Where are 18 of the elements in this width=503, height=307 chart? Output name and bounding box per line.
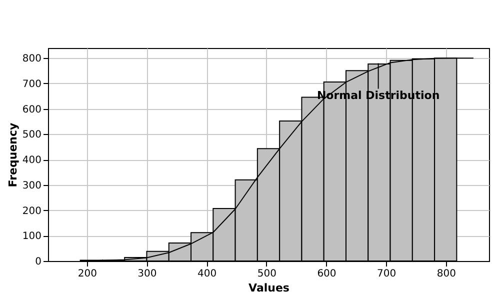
- y-tick-label: 800: [22, 54, 42, 65]
- y-tick-label: 300: [22, 180, 42, 192]
- y-tick-label: 100: [22, 231, 42, 242]
- y-tick-label: 0: [35, 256, 42, 268]
- y-tick-label: 400: [22, 155, 42, 166]
- y-tick-label: 600: [22, 104, 42, 116]
- x-tick-label: 400: [198, 268, 217, 280]
- x-tick-label: 700: [377, 268, 396, 280]
- x-tick-label: 500: [257, 268, 276, 280]
- x-axis-title: Values: [248, 282, 290, 294]
- y-tick-label: 700: [22, 79, 42, 90]
- y-axis-title: Frequency: [6, 122, 20, 188]
- y-tick-label: 500: [22, 130, 42, 141]
- x-tick-label: 300: [138, 268, 157, 280]
- x-tick-label: 600: [317, 268, 336, 280]
- x-tick-label: 200: [78, 268, 97, 280]
- y-tick-label: 200: [22, 206, 42, 217]
- x-tick-label: 800: [436, 268, 456, 280]
